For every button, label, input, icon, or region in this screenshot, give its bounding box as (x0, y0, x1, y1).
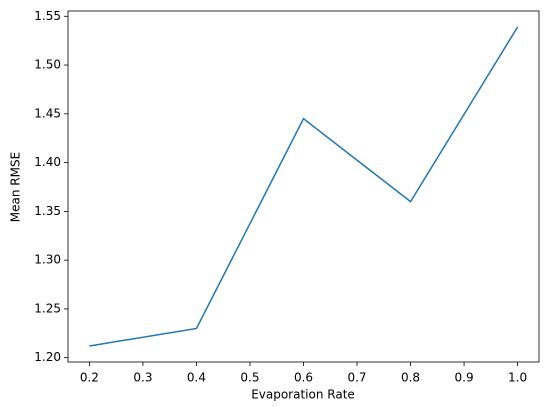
x-tick-label: 0.7 (347, 371, 366, 385)
x-axis-label: Evaporation Rate (251, 388, 355, 402)
y-tick-label: 1.45 (34, 106, 61, 120)
x-tick-label: 0.6 (294, 371, 313, 385)
y-tick-label: 1.50 (34, 58, 61, 72)
y-tick-label: 1.40 (34, 155, 61, 169)
y-tick-label: 1.35 (34, 204, 61, 218)
x-tick-label: 0.4 (187, 371, 206, 385)
y-tick-label: 1.55 (34, 9, 61, 23)
x-tick-label: 0.5 (240, 371, 259, 385)
x-tick-label: 0.2 (80, 371, 99, 385)
y-tick-label: 1.20 (34, 350, 61, 364)
x-tick-label: 1.0 (508, 371, 527, 385)
x-tick-label: 0.9 (455, 371, 474, 385)
y-tick-label: 1.30 (34, 253, 61, 267)
x-tick-label: 0.3 (133, 371, 152, 385)
y-tick-label: 1.25 (34, 301, 61, 315)
axes-frame (67, 10, 540, 363)
x-tick-label: 0.8 (401, 371, 420, 385)
data-line (89, 26, 519, 347)
y-axis-label: Mean RMSE (9, 152, 23, 222)
